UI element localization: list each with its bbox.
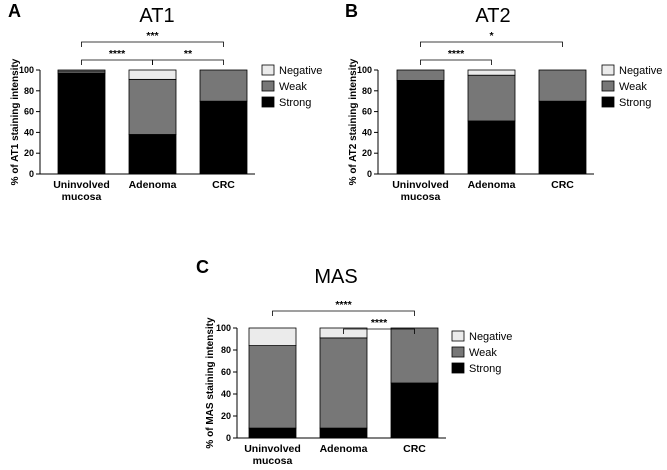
y-tick-label: 100: [216, 323, 231, 333]
y-tick-label: 40: [24, 127, 34, 137]
x-category-label: Uninvolved: [244, 443, 301, 455]
y-tick-label: 60: [362, 107, 372, 117]
legend-label-strong: Strong: [469, 363, 501, 375]
y-tick-label: 80: [221, 345, 231, 355]
panel-letter: C: [196, 257, 209, 277]
y-axis-label: % of MAS staining intensity: [205, 317, 216, 449]
bar-strong: [128, 134, 177, 175]
bar-strong: [319, 427, 368, 439]
bar-strong: [538, 100, 587, 175]
significance-bracket: [81, 59, 153, 65]
y-tick-label: 60: [24, 107, 34, 117]
x-category-label: Uninvolved: [53, 179, 110, 191]
legend-swatch-weak: [601, 80, 615, 92]
y-axis-label: % of AT1 staining intensity: [10, 58, 21, 185]
significance-bracket: [272, 310, 415, 316]
significance-label: **: [184, 48, 193, 60]
x-category-label: mucosa: [253, 455, 293, 467]
significance-bracket: [152, 59, 224, 65]
y-axis-label: % of AT2 staining intensity: [348, 58, 359, 185]
legend-label-strong: Strong: [619, 97, 651, 109]
significance-label: ****: [371, 317, 388, 329]
significance-label: ***: [146, 30, 159, 42]
legend-swatch-negative: [451, 330, 465, 342]
legend-label-negative: Negative: [469, 331, 512, 343]
bar-strong: [248, 427, 297, 439]
x-category-label: mucosa: [62, 191, 102, 203]
legend-label-weak: Weak: [469, 347, 497, 359]
chart-title: AT1: [139, 5, 174, 27]
y-tick-label: 0: [367, 169, 372, 179]
bar-negative: [128, 69, 177, 80]
x-category-label: CRC: [551, 179, 574, 191]
x-category-label: Uninvolved: [392, 179, 449, 191]
bar-strong: [199, 100, 248, 175]
significance-label: ****: [335, 299, 352, 311]
legend-swatch-strong: [601, 96, 615, 108]
bar-negative: [467, 69, 516, 76]
y-tick-label: 0: [226, 433, 231, 443]
bar-weak: [467, 74, 516, 122]
significance-label: *: [489, 30, 494, 42]
bar-weak: [319, 337, 368, 429]
legend-swatch-negative: [261, 64, 275, 76]
significance-bracket: [420, 59, 492, 65]
bar-weak: [199, 69, 248, 102]
y-tick-label: 80: [362, 86, 372, 96]
bar-negative: [57, 69, 106, 72]
panel-letter: B: [345, 1, 358, 21]
legend-label-weak: Weak: [279, 81, 307, 93]
legend-label-strong: Strong: [279, 97, 311, 109]
significance-bracket: [343, 328, 415, 334]
legend-swatch-weak: [261, 80, 275, 92]
y-tick-label: 20: [362, 148, 372, 158]
legend-label-negative: Negative: [619, 65, 662, 77]
legend-swatch-negative: [601, 64, 615, 76]
y-tick-label: 60: [221, 367, 231, 377]
bar-strong: [396, 80, 445, 175]
y-tick-label: 40: [221, 389, 231, 399]
y-tick-label: 80: [24, 86, 34, 96]
bar-strong: [57, 72, 106, 175]
legend-swatch-weak: [451, 346, 465, 358]
y-tick-label: 40: [362, 127, 372, 137]
y-tick-label: 20: [221, 411, 231, 421]
chart-title: AT2: [475, 5, 510, 27]
bar-negative: [248, 327, 297, 347]
bar-weak: [248, 345, 297, 429]
panel-letter: A: [8, 1, 21, 21]
significance-label: ****: [448, 48, 465, 60]
chart-panel-a: A AT1 % of AT1 staining intensity 0 20 40 60 80…: [8, 1, 322, 203]
chart-panel-b: B AT2 % of AT2 staining intensity 0 20 40 60 80…: [345, 1, 662, 203]
bar-weak: [128, 78, 177, 135]
legend-label-negative: Negative: [279, 65, 322, 77]
chart-panel-c: C MAS % of MAS staining intensity 0 20 40 60 80…: [196, 257, 512, 467]
significance-bracket: [81, 41, 224, 47]
bar-strong: [467, 120, 516, 175]
x-category-label: mucosa: [401, 191, 441, 203]
y-tick-label: 0: [29, 169, 34, 179]
significance-bracket: [420, 41, 563, 47]
bar-weak: [538, 69, 587, 102]
legend-swatch-strong: [451, 362, 465, 374]
x-category-label: CRC: [212, 179, 235, 191]
y-tick-label: 100: [19, 65, 34, 75]
significance-label: ****: [109, 48, 126, 60]
y-tick-label: 20: [24, 148, 34, 158]
legend-swatch-strong: [261, 96, 275, 108]
legend-label-weak: Weak: [619, 81, 647, 93]
bar-weak: [396, 69, 445, 81]
bar-weak: [390, 327, 439, 384]
y-tick-label: 100: [357, 65, 372, 75]
x-category-label: Adenoma: [129, 179, 177, 191]
x-category-label: Adenoma: [320, 443, 368, 455]
chart-title: MAS: [314, 266, 357, 288]
x-category-label: Adenoma: [468, 179, 516, 191]
x-category-label: CRC: [403, 443, 426, 455]
bar-strong: [390, 382, 439, 439]
